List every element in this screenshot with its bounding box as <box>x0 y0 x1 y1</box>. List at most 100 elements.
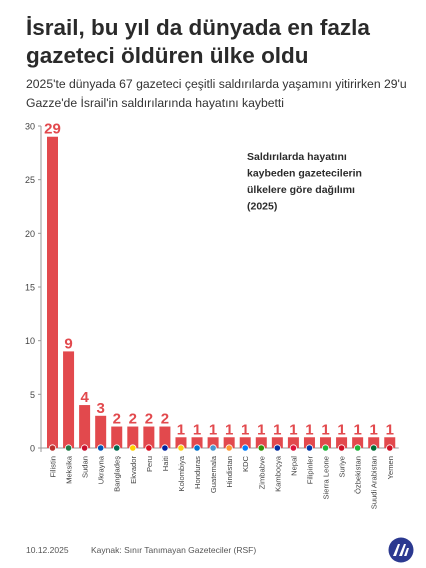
chart-title-line: kaybeden gazetecilerin <box>247 168 362 180</box>
x-tick-label: Özbekistan <box>354 456 363 494</box>
flag-icon <box>305 444 314 452</box>
data-label: 1 <box>289 421 297 438</box>
x-tick-label: Filistin <box>49 456 58 478</box>
footer-source: Kaynak: Sınır Tanımayan Gazeteciler (RSF… <box>91 545 257 555</box>
flag-icon <box>289 444 297 452</box>
x-tick-label: KDC <box>241 455 250 472</box>
data-label: 1 <box>273 421 281 438</box>
data-label: 1 <box>225 421 233 438</box>
chart-svg: 0 5 10 15 20 25 30 29 Filistin 9 Meksika 4 Sudan 3 Ukr… <box>25 121 399 509</box>
data-label: 1 <box>193 421 201 438</box>
flag-icon <box>81 444 89 452</box>
flag-icon <box>209 444 217 452</box>
data-label: 2 <box>145 411 153 428</box>
bar <box>287 437 299 448</box>
flag-icon <box>129 444 137 452</box>
data-label: 1 <box>241 421 249 438</box>
flag-icon <box>257 444 265 452</box>
bar <box>384 437 396 448</box>
flag-icon <box>370 444 378 452</box>
x-tick-label: Suriye <box>338 456 347 478</box>
flag-icon <box>321 444 330 452</box>
x-tick-label: Ukrayna <box>97 455 106 484</box>
flag-icon <box>161 444 169 452</box>
data-label: 1 <box>321 421 329 438</box>
flag-icon <box>48 444 57 452</box>
x-tick-label: Kamboçya <box>273 455 282 492</box>
bar <box>352 437 364 448</box>
data-label: 2 <box>113 411 121 428</box>
y-tick-label: 30 <box>25 122 35 132</box>
y-tick-label: 10 <box>25 336 35 346</box>
flag-icon <box>386 444 394 452</box>
x-tick-label: Yemen <box>386 456 395 479</box>
x-tick-label: Sudan <box>81 456 90 478</box>
x-tick-label: Suudi Arabistan <box>370 456 379 509</box>
flag-icon <box>241 444 249 452</box>
page-title: İsrail, bu yıl da dünyada en fazla gazet… <box>26 15 370 68</box>
flag-icon <box>113 444 121 452</box>
data-label: 3 <box>97 400 105 417</box>
data-label: 2 <box>129 411 137 428</box>
y-tick-label: 25 <box>25 175 35 185</box>
bar <box>336 437 348 448</box>
x-tick-label: Zimbabve <box>257 456 266 489</box>
x-tick-label: Kolombiya <box>177 455 186 491</box>
data-label: 1 <box>386 421 394 438</box>
flag-icon <box>273 444 281 452</box>
flag-icon <box>64 444 73 452</box>
data-label: 29 <box>44 121 61 138</box>
y-tick-label: 20 <box>25 229 35 239</box>
flag-icon <box>354 444 362 452</box>
x-tick-label: Guatemala <box>209 455 218 493</box>
bar <box>95 415 107 448</box>
flag-icon <box>145 444 153 452</box>
bar <box>191 437 203 448</box>
flag-icon <box>337 444 346 452</box>
chart-title: Saldırılarda hayatını kaybeden gazetecile… <box>247 151 362 213</box>
bar <box>159 426 171 448</box>
data-label: 2 <box>161 411 169 428</box>
footer-date: 10.12.2025 <box>26 545 69 555</box>
bar <box>303 437 315 448</box>
bar <box>255 437 267 448</box>
data-label: 1 <box>337 421 345 438</box>
data-label: 9 <box>64 335 72 352</box>
data-label: 1 <box>353 421 361 438</box>
data-label: 1 <box>257 421 265 438</box>
y-tick-label: 0 <box>30 444 35 454</box>
bar <box>223 437 235 448</box>
bar <box>63 351 75 448</box>
bar <box>111 426 123 448</box>
bar <box>47 136 58 448</box>
x-tick-label: Nepal <box>289 456 298 476</box>
chart-title-line: (2025) <box>247 201 277 213</box>
data-label: 1 <box>209 421 217 438</box>
flag-icon <box>97 444 105 452</box>
y-tick-label: 5 <box>30 390 35 400</box>
x-tick-label: Sierra Leone <box>322 456 331 499</box>
x-tick-label: Filipinler <box>305 456 314 485</box>
data-label: 1 <box>305 421 313 438</box>
bar <box>143 426 155 448</box>
x-tick-label: Peru <box>145 456 154 472</box>
bar <box>239 437 251 448</box>
x-tick-label: Honduras <box>193 456 202 489</box>
x-tick-label: Bangladeş <box>113 456 122 492</box>
y-tick-label: 15 <box>25 283 35 293</box>
flag-icon <box>177 444 185 452</box>
bar <box>127 426 139 448</box>
data-label: 1 <box>370 421 378 438</box>
x-tick-label: Hindistan <box>225 456 234 488</box>
bar <box>320 437 332 448</box>
bar <box>79 405 91 448</box>
flag-icon <box>193 444 201 452</box>
x-tick-label: Haiti <box>161 456 170 472</box>
data-label: 4 <box>80 389 89 406</box>
x-tick-label: Meksika <box>65 455 74 484</box>
chart-title-line: ülkelere göre dağılımı <box>247 184 355 196</box>
bar-chart: 0 5 10 15 20 25 30 29 Filistin 9 Meksika 4 Sudan 3 Ukr… <box>0 110 426 510</box>
chart-title-line: Saldırılarda hayatını <box>247 151 347 163</box>
bar <box>368 437 380 448</box>
bar <box>175 437 187 448</box>
